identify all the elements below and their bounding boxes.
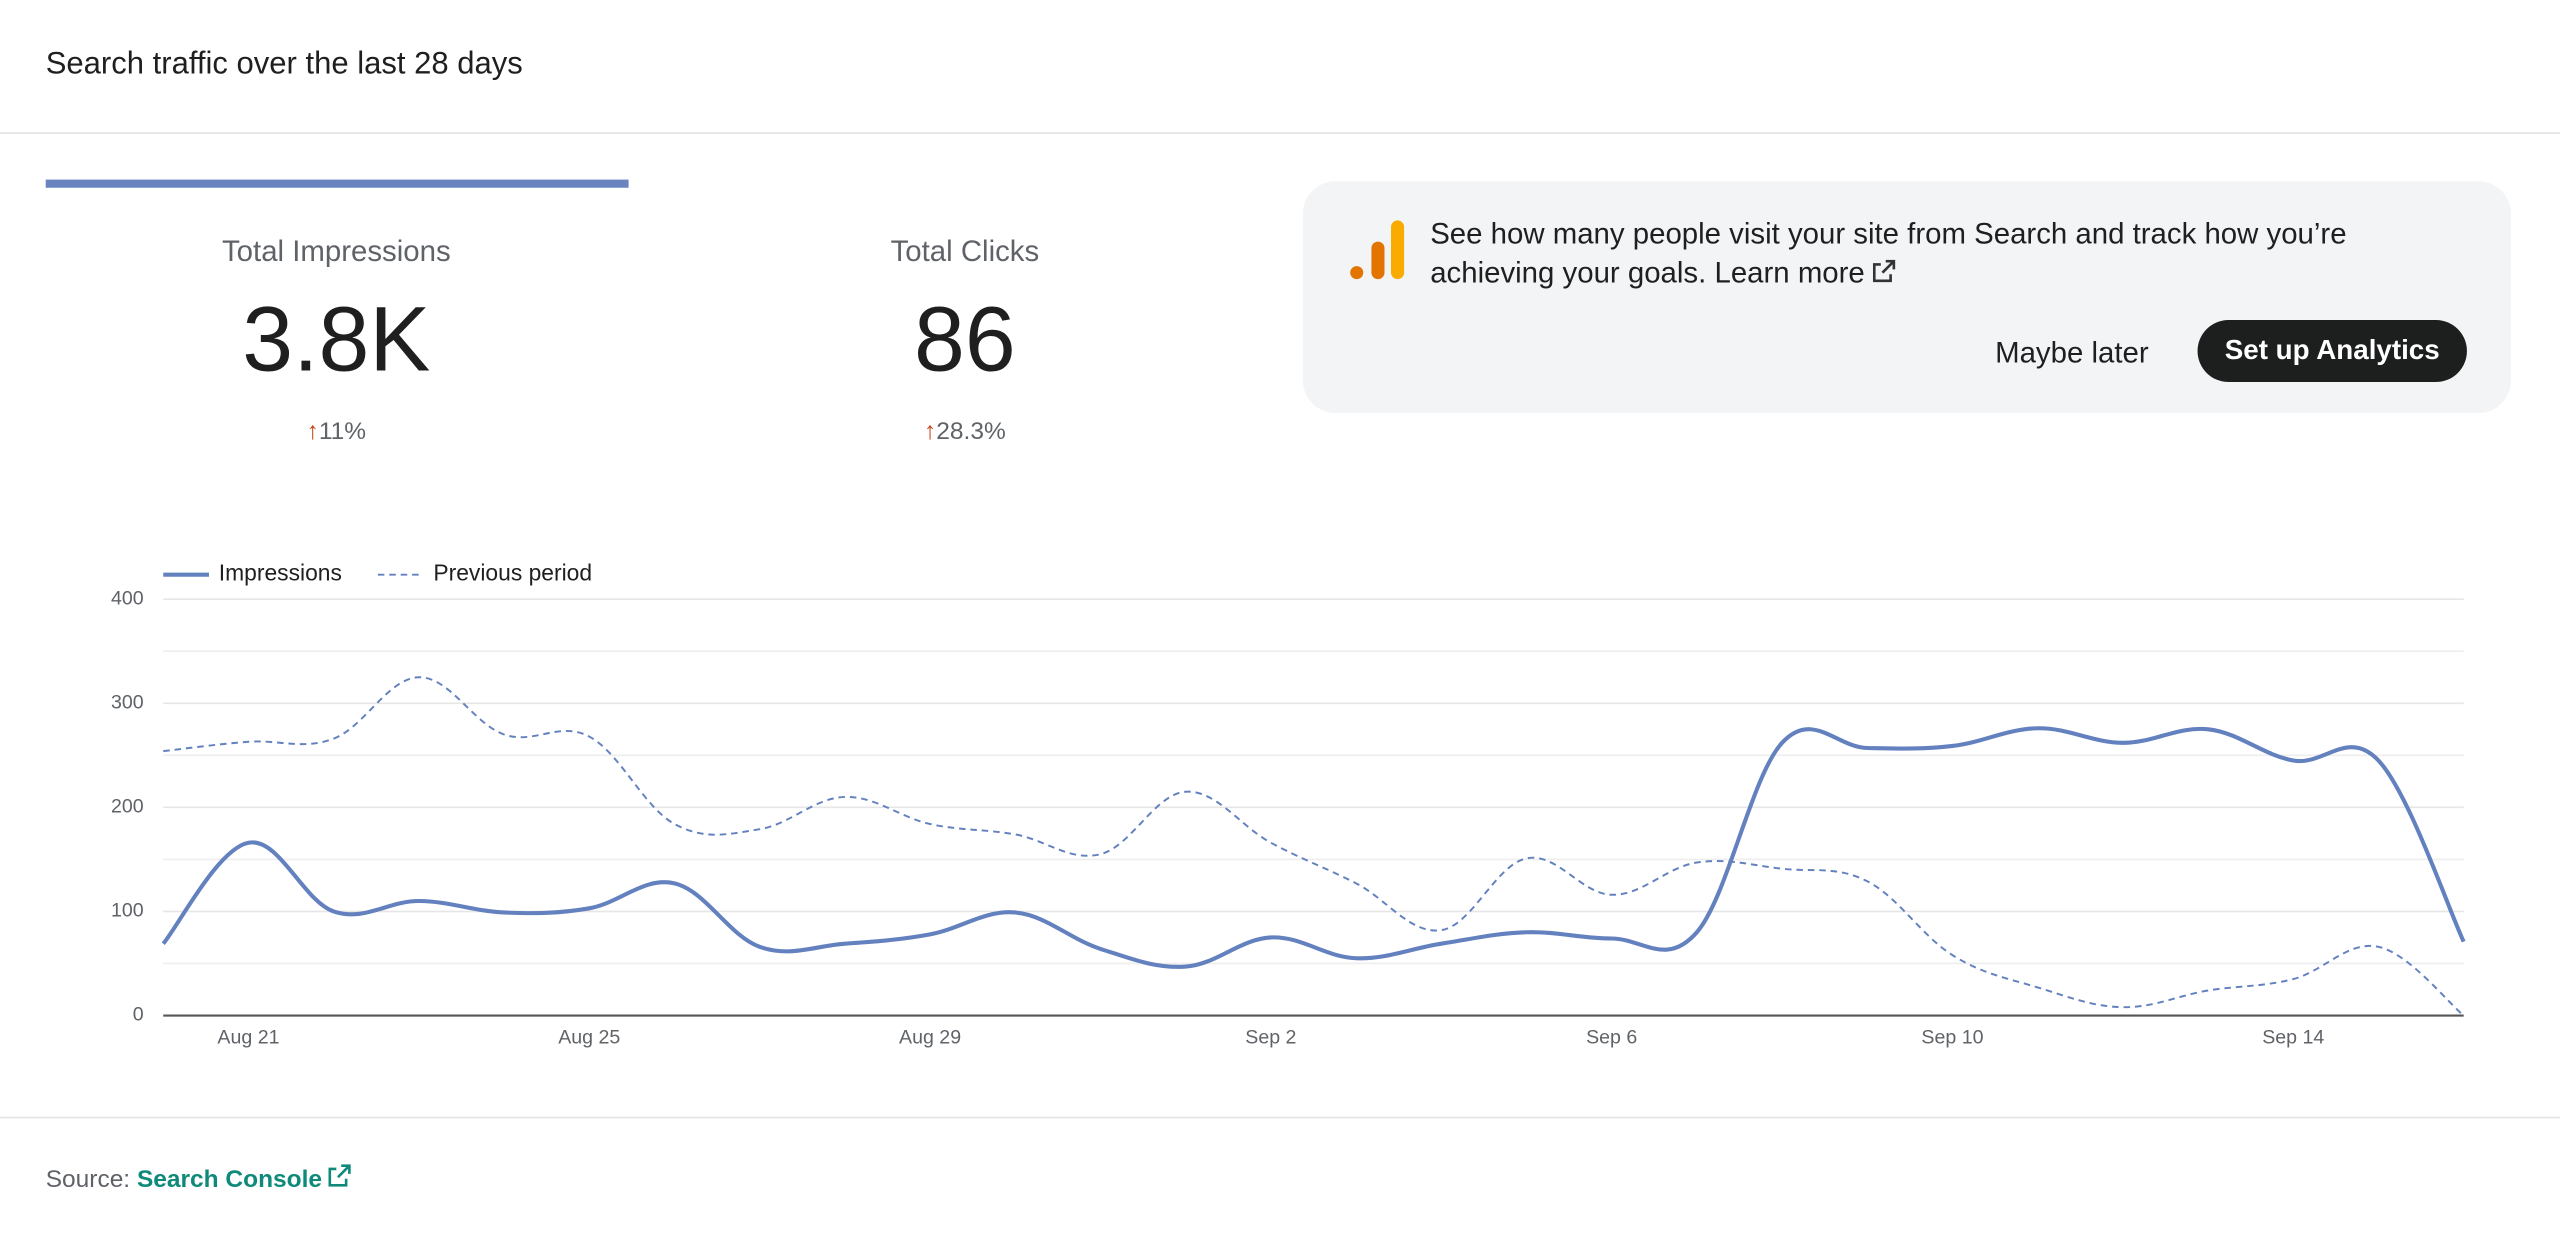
x-tick-label: Aug 29	[899, 1027, 961, 1049]
legend-label: Previous period	[433, 560, 592, 586]
external-icon	[1873, 259, 1896, 283]
y-tick-label: 200	[111, 796, 144, 818]
maybe-later-button[interactable]: Maybe later	[1995, 336, 2149, 369]
x-tick-label: Aug 25	[558, 1027, 620, 1049]
analytics-icon	[1350, 220, 1405, 280]
analytics-banner: See how many people visit your site from…	[1302, 181, 2512, 414]
y-tick-label: 100	[111, 900, 144, 922]
divider	[0, 1116, 2560, 1119]
banner-message: See how many people visit your site from…	[1430, 217, 2347, 289]
y-tick-label: 400	[111, 587, 144, 609]
change-value: 28.3%	[936, 417, 1006, 446]
change-value: 11%	[318, 417, 367, 446]
setup-analytics-button[interactable]: Set up Analytics	[2197, 319, 2467, 383]
selected-tab-indicator	[45, 179, 629, 188]
stat-label: Total Clicks	[890, 235, 1040, 268]
stat-change: ↑28.3%	[924, 417, 1006, 446]
x-tick-label: Sep 2	[1245, 1027, 1296, 1049]
stat-tab[interactable]: Total Impressions 3.8K ↑11%	[91, 235, 581, 446]
legend-label: Impressions	[219, 560, 342, 586]
y-tick-label: 0	[133, 1004, 144, 1026]
stat-value: 86	[914, 287, 1016, 391]
banner-text: See how many people visit your site from…	[1430, 214, 2475, 292]
x-tick-label: Aug 21	[217, 1027, 279, 1049]
search-console-link[interactable]: Search Console	[136, 1165, 323, 1194]
stat-change: ↑11%	[306, 417, 367, 446]
source-label: Source:	[45, 1165, 131, 1194]
divider	[0, 132, 2560, 134]
stat-label: Total Impressions	[221, 235, 451, 268]
previous-line	[163, 676, 2465, 1017]
card-title: Search traffic over the last 28 days	[45, 47, 523, 82]
stat-tab[interactable]: Total Clicks 86 ↑28.3%	[720, 235, 1210, 446]
impressions-line	[161, 726, 2466, 969]
source: Source: Search Console	[46, 1164, 352, 1193]
x-tick-label: Sep 6	[1586, 1027, 1637, 1049]
y-tick-label: 300	[111, 691, 144, 713]
stat-value: 3.8K	[242, 287, 431, 391]
x-tick-label: Sep 10	[1921, 1027, 1983, 1049]
external-icon	[329, 1164, 352, 1187]
learn-more-link[interactable]: Learn more	[1714, 256, 1865, 289]
x-tick-label: Sep 14	[2262, 1027, 2324, 1049]
